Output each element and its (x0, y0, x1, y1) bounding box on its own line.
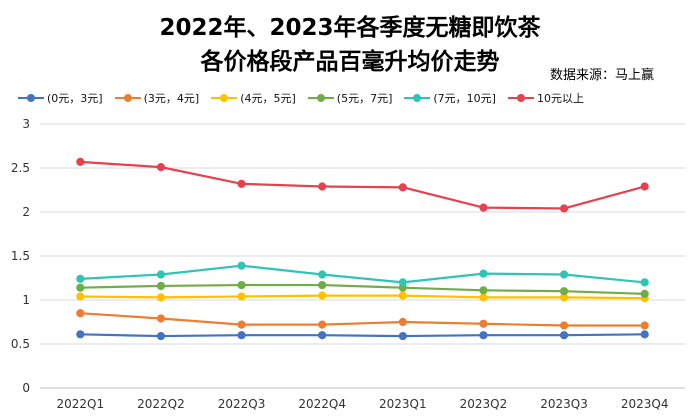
data-point (156, 163, 166, 172)
legend-item: (5元，7元] (307, 90, 393, 106)
legend-label: (0元，3元] (47, 92, 103, 105)
data-point (479, 293, 488, 302)
x-tick-label: 2023Q3 (540, 397, 588, 411)
y-tick-label: 3 (22, 117, 30, 131)
data-point (156, 293, 166, 302)
x-tick-label: 2023Q1 (379, 397, 427, 411)
legend-swatch (114, 92, 141, 104)
data-point (640, 321, 649, 330)
data-point (559, 204, 569, 213)
data-point (237, 292, 246, 301)
data-point (559, 270, 569, 279)
data-point (237, 331, 246, 340)
chart-title-line2: 各价格段产品百毫升均价走势 (200, 49, 500, 75)
data-point (559, 287, 569, 296)
legend-swatch (507, 92, 534, 104)
legend-swatch (211, 92, 238, 104)
data-point (398, 278, 407, 287)
series-line (80, 160, 645, 210)
x-tick-label: 2022Q3 (218, 397, 266, 411)
data-point (640, 289, 649, 298)
data-point (156, 331, 166, 341)
x-tick-label: 2023Q4 (621, 397, 669, 411)
data-point (76, 309, 85, 318)
data-point (237, 261, 246, 270)
data-point (76, 283, 85, 292)
legend-item: 10元以上 (507, 90, 584, 106)
series-line (80, 312, 645, 327)
series-line (80, 264, 645, 284)
data-point (318, 182, 327, 191)
data-point (76, 330, 85, 339)
legend-swatch (307, 92, 334, 104)
data-point (398, 331, 407, 341)
legend-swatch (404, 92, 431, 104)
legend-label: (3元，4元] (143, 92, 200, 105)
data-point (479, 319, 488, 328)
data-point (237, 179, 246, 188)
legend-item: (3元，4元] (114, 90, 200, 106)
data-point (318, 270, 327, 279)
y-tick-label: 0 (22, 381, 30, 395)
data-point (479, 269, 488, 278)
data-point (237, 280, 246, 290)
data-point (156, 314, 166, 323)
data-point (479, 331, 488, 340)
series-line (80, 333, 645, 338)
chart-title-line1: 2022年、2023年各季度无糖即饮茶 (159, 15, 541, 41)
series-line (80, 294, 645, 300)
data-point (398, 317, 407, 327)
data-point (318, 291, 327, 300)
data-point (640, 330, 649, 339)
data-point (318, 320, 327, 329)
y-tick-label: 1 (22, 293, 30, 307)
data-point (318, 280, 327, 290)
y-tick-label: 2 (22, 205, 30, 219)
legend: (0元，3元] (3元，4元] (4元，5元] (5元，7元] (7元，10元] 10元以… (18, 90, 596, 106)
data-point (640, 278, 649, 287)
y-tick-label: 2.5 (11, 161, 30, 175)
data-point (559, 321, 569, 330)
data-point (156, 270, 166, 279)
x-tick-label: 2022Q2 (137, 397, 185, 411)
data-point (398, 183, 407, 192)
legend-label: (7元，10元] (433, 92, 496, 105)
legend-item: (0元，3元] (18, 90, 103, 106)
x-tick-label: 2023Q2 (460, 397, 508, 411)
legend-label: (4元，5元] (240, 92, 296, 105)
data-point (76, 274, 85, 283)
legend-label: (5元，7元] (336, 92, 393, 105)
source-note: 数据来源：马上赢 (550, 68, 655, 83)
legend-swatch (18, 92, 44, 104)
y-tick-label: 1.5 (11, 249, 30, 263)
data-point (398, 291, 407, 300)
data-point (318, 331, 327, 340)
data-point (559, 331, 569, 340)
series-line (80, 283, 645, 295)
legend-label: 10元以上 (536, 92, 584, 105)
data-point (479, 203, 488, 212)
data-point (479, 286, 488, 295)
legend-item: (4元，5元] (211, 90, 296, 106)
data-point (76, 157, 85, 166)
data-point (156, 281, 166, 291)
legend-item: (7元，10元] (404, 90, 496, 106)
x-tick-label: 2022Q4 (298, 397, 346, 411)
y-tick-label: 0.5 (11, 337, 30, 351)
x-tick-label: 2022Q1 (57, 397, 105, 411)
data-point (640, 182, 649, 191)
data-point (237, 320, 246, 329)
data-point (76, 292, 85, 301)
